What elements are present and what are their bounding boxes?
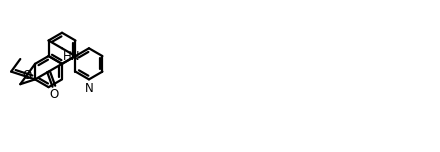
Text: HN: HN [63, 50, 81, 63]
Text: O: O [49, 88, 59, 101]
Text: O: O [23, 69, 32, 82]
Text: N: N [84, 82, 93, 95]
